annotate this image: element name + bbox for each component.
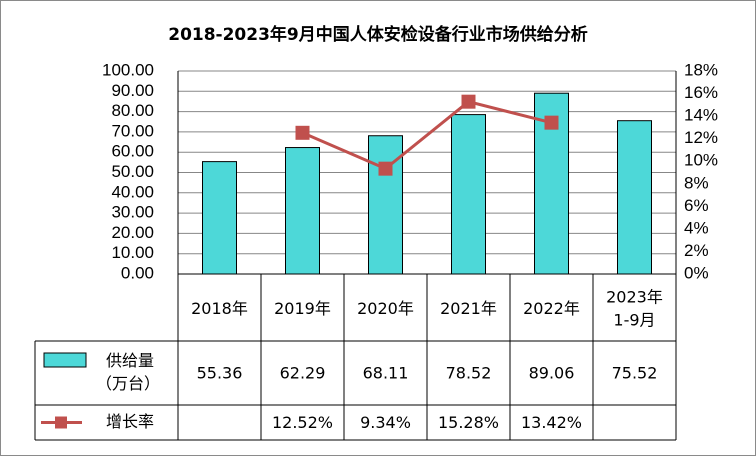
y-left-tick-label: 70.00 <box>111 121 154 140</box>
growth-rate-marker <box>295 125 310 140</box>
y-left-tick-label: 100.00 <box>102 60 154 79</box>
y-left-tick-label: 60.00 <box>111 142 154 161</box>
legend-key-marker <box>55 416 67 429</box>
data-value-label: 68.11 <box>363 364 409 383</box>
y-left-tick-label: 20.00 <box>111 223 154 242</box>
legend-series-name: 增长率 <box>106 412 154 431</box>
x-category-label: 2021年 <box>440 299 497 318</box>
bar <box>617 120 652 275</box>
y-left-tick-label: 10.00 <box>111 243 154 262</box>
data-value-label: 55.36 <box>197 364 243 383</box>
data-value-label: 89.06 <box>529 364 575 383</box>
y-right-tick-label: 6% <box>684 196 709 215</box>
y-right-tick-label: 2% <box>684 241 709 260</box>
data-value-label: 9.34% <box>360 413 411 432</box>
y-right-tick-label: 12% <box>684 128 718 147</box>
x-category-label: 1-9月 <box>613 311 655 330</box>
y-left-tick-label: 40.00 <box>111 182 154 201</box>
y-right-tick-label: 8% <box>684 173 709 192</box>
y-right-tick-label: 16% <box>684 83 718 102</box>
chart-title: 2018-2023年9月中国人体安检设备行业市场供给分析 <box>168 25 588 45</box>
bar <box>368 135 403 275</box>
y-right-tick-label: 14% <box>684 106 718 125</box>
y-left-tick-label: 30.00 <box>111 203 154 222</box>
legend-key-bar <box>43 352 87 368</box>
y-left-tick-label: 90.00 <box>111 81 154 100</box>
bar <box>285 147 320 275</box>
data-value-label: 15.28% <box>438 413 499 432</box>
y-left-tick-label: 50.00 <box>111 162 154 181</box>
x-category-label: 2022年 <box>523 299 580 318</box>
data-value-label: 62.29 <box>280 364 326 383</box>
data-value-label: 78.52 <box>446 364 492 383</box>
growth-rate-marker <box>544 115 559 130</box>
y-right-tick-label: 18% <box>684 60 718 79</box>
legend-series-name: 供给量 <box>106 351 154 370</box>
growth-rate-marker <box>378 161 393 176</box>
y-left-tick-label: 80.00 <box>111 101 154 120</box>
data-value-label: 12.52% <box>272 413 333 432</box>
data-value-label: 75.52 <box>612 364 658 383</box>
bar <box>202 161 237 275</box>
legend-series-name: （万台） <box>96 374 160 393</box>
data-value-label: 13.42% <box>521 413 582 432</box>
bar <box>451 114 486 275</box>
y-left-tick-label: 0.00 <box>121 263 154 282</box>
y-right-tick-label: 4% <box>684 218 709 237</box>
x-category-label: 2018年 <box>191 299 248 318</box>
growth-rate-marker <box>461 94 476 109</box>
y-right-tick-label: 10% <box>684 151 718 170</box>
x-category-label: 2019年 <box>274 299 331 318</box>
x-category-label: 2020年 <box>357 299 414 318</box>
x-category-label: 2023年 <box>606 288 663 307</box>
y-right-tick-label: 0% <box>684 263 709 282</box>
growth-rate-line <box>301 100 552 171</box>
